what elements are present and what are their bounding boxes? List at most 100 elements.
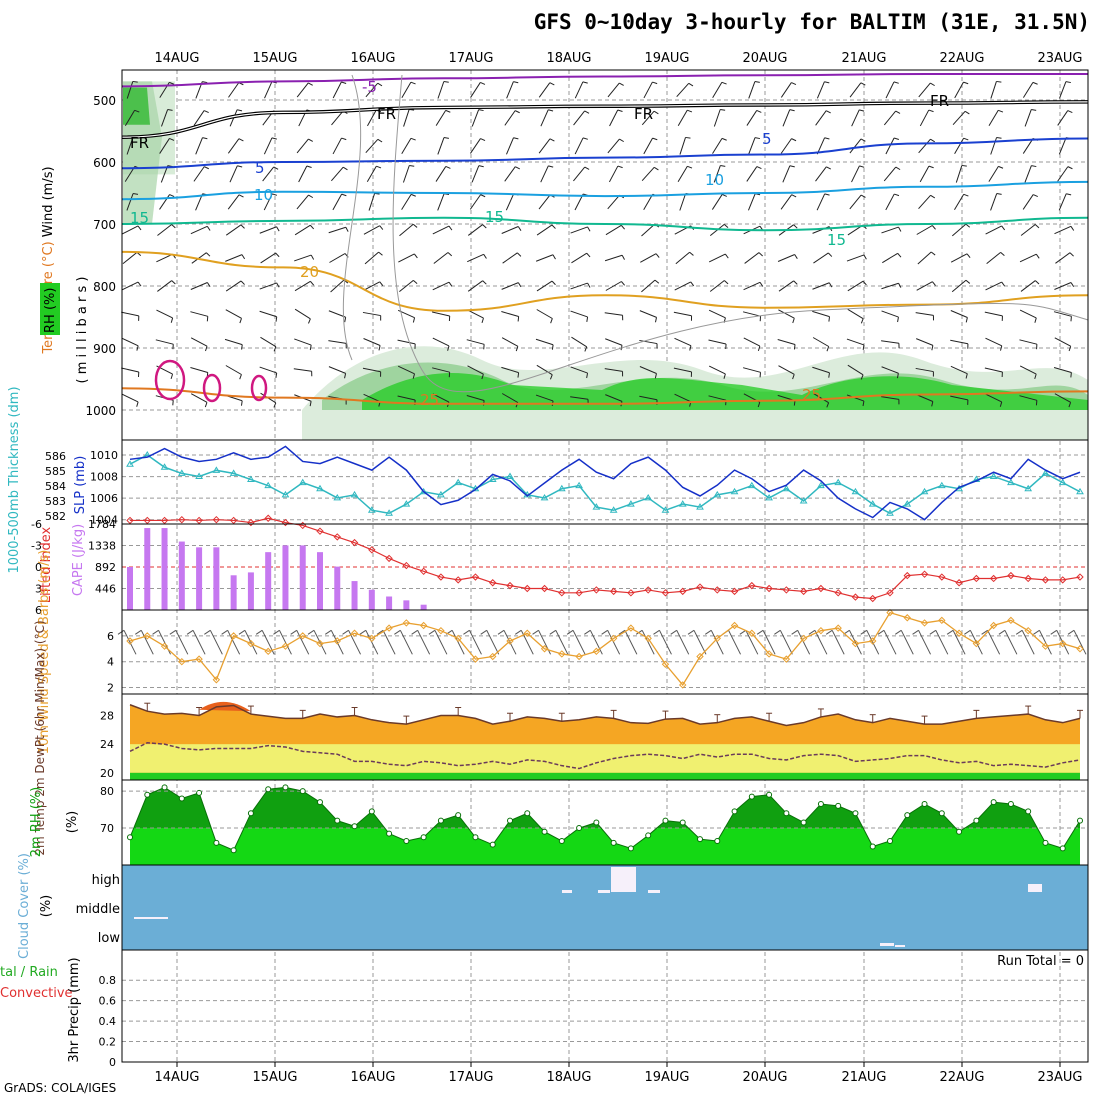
wind-barb (202, 137, 208, 140)
wind10-barb (756, 629, 764, 635)
cape-ylabel: CAPE (J/kg) (71, 524, 86, 596)
wind10-barb (797, 630, 811, 655)
wind-barb (1000, 251, 1005, 257)
wind10-barb (279, 630, 292, 655)
lifted-index-point (212, 515, 221, 524)
wind-barb (410, 193, 416, 197)
wind-barb (501, 366, 519, 374)
wind-barb (679, 193, 687, 211)
wind-barb (1035, 253, 1040, 259)
wind-barb (1067, 110, 1073, 114)
wind-barb (155, 339, 174, 345)
wind-barb (225, 280, 242, 292)
wind-barb (1034, 373, 1037, 380)
wind10-barb (618, 629, 626, 635)
cape-bar (317, 552, 323, 610)
wind-barb (501, 311, 519, 317)
wind-barb (654, 373, 657, 379)
wind-barb (1024, 109, 1032, 127)
wind-barb (513, 137, 519, 140)
wind-barb (570, 366, 588, 374)
rh2m-point (627, 845, 634, 852)
cloud-patch (611, 867, 636, 892)
rh2m-point (1077, 817, 1083, 824)
wind-barb (847, 308, 864, 320)
wind-barb (639, 366, 657, 374)
thickness-point (937, 481, 946, 489)
contour-label: FR (377, 105, 396, 123)
wind-barb (919, 109, 930, 127)
wind-barb (674, 393, 692, 403)
cloud-patch (562, 890, 572, 893)
wind-barb (538, 138, 551, 154)
wind-barb (363, 338, 381, 346)
cape-tick: 1338 (88, 540, 116, 553)
wind-barb (330, 166, 344, 182)
wind-barb (677, 166, 688, 182)
wind-barb (743, 281, 761, 291)
rh-tick: 80 (100, 785, 114, 798)
lifted-index-point (903, 571, 911, 580)
wind-barb (617, 165, 623, 169)
wind-barb (505, 193, 515, 211)
wind-barb (515, 346, 519, 352)
wind10-barb (480, 629, 488, 635)
wind-barb (605, 394, 623, 402)
thickness-point (868, 500, 877, 507)
li-ylabel: Lifted Index (39, 526, 54, 603)
li-tick: 0 (35, 561, 42, 574)
wind-barb (409, 164, 415, 167)
wind-barb (1022, 82, 1034, 98)
time-tick-top: 15AUG (252, 51, 297, 66)
wind10-barb (1033, 629, 1040, 635)
wind10-barb (486, 630, 500, 655)
wind-speed-point (350, 629, 359, 637)
thickness-ylabel: 1000-500mb Thickness (dm) (7, 386, 22, 573)
wind-barb (240, 280, 245, 285)
rh2m-point (265, 786, 272, 793)
wind-barb (708, 395, 727, 401)
rh2m-point (178, 795, 185, 802)
wind10-barb (417, 630, 431, 655)
time-tick-top: 22AUG (939, 51, 984, 66)
wind-barb (777, 339, 796, 345)
time-tick-top: 23AUG (1037, 51, 1082, 66)
wind-barb (689, 251, 694, 256)
rh2m-point (576, 825, 583, 832)
wind-barb (609, 109, 619, 127)
wind-barb (170, 373, 174, 380)
wind-barb (758, 252, 763, 257)
wind-barb (171, 224, 176, 229)
wind-barb (190, 337, 208, 347)
wind-barb (812, 310, 830, 318)
cool-band (130, 772, 1080, 780)
wind-barb (893, 137, 900, 140)
wind-barb (276, 226, 280, 232)
wind-speed-point (160, 642, 169, 650)
li-tick: -3 (31, 540, 42, 553)
wind-barb (961, 164, 967, 167)
slp-tick: 1006 (90, 492, 118, 505)
wind-barb (919, 165, 930, 183)
wind-barb (195, 137, 203, 155)
thickness-point (1007, 478, 1015, 486)
wind-barb (998, 165, 1004, 169)
wind-barb (1070, 226, 1075, 231)
cape-bar (265, 552, 272, 610)
wind-barb (954, 137, 965, 155)
slp-line (129, 445, 1081, 521)
precip-tick: 0.6 (99, 995, 117, 1008)
wind-barb (432, 367, 450, 373)
wind-barb (824, 193, 830, 196)
profile-ytick: 500 (93, 94, 116, 108)
thickness-point (557, 484, 566, 492)
wind-barb (344, 373, 347, 379)
wind10-barb (866, 630, 880, 655)
rh2m-high-area (133, 787, 1080, 829)
wind-barb (471, 165, 480, 183)
precip-legend-conv: Convective (0, 986, 73, 1001)
credit-label: GrADS: COLA/IGES (4, 1081, 117, 1095)
wind-barb (639, 310, 657, 318)
wind-barb (712, 138, 723, 154)
wind-speed-point (385, 624, 393, 632)
